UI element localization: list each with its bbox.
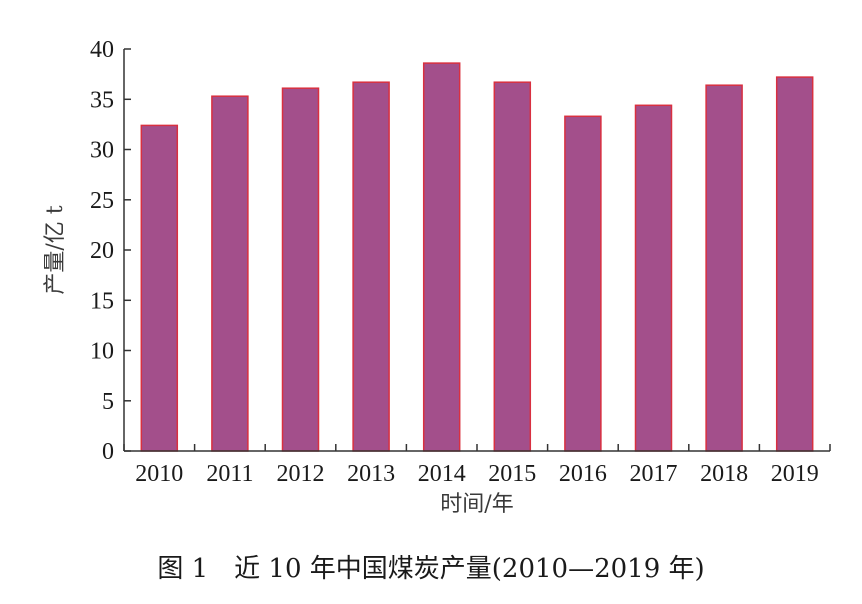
y-tick-label-10: 10 [90,339,114,365]
bar-2019 [775,76,814,452]
y-tick-label-0: 0 [102,439,114,465]
x-tick-label-2011: 2011 [206,461,253,487]
x-tick-label-2012: 2012 [277,461,325,487]
bar-2014 [422,62,461,452]
y-tick-label-15: 15 [90,288,114,314]
y-ticks: 0 5 10 15 20 25 30 35 40 [90,37,131,465]
x-tick-label-2013: 2013 [347,461,395,487]
y-tick-label-5: 5 [102,389,114,415]
bars [140,62,814,452]
y-tick-label-35: 35 [90,87,114,113]
y-axis-title: 产量/亿 t [43,205,68,294]
x-tick-label-2014: 2014 [418,461,466,487]
y-tick-label-20: 20 [90,238,114,264]
y-tick-label-30: 30 [90,138,114,164]
x-tick-label-2018: 2018 [700,461,748,487]
bar-2017 [634,104,673,452]
x-tick-label-2017: 2017 [630,461,678,487]
bar-2013 [352,81,390,452]
x-axis-title: 时间/年 [440,492,513,517]
bar-2016 [564,115,602,452]
y-tick-label-25: 25 [90,188,114,214]
y-tick-label-40: 40 [90,37,114,63]
x-ticks: 2010 2011 2012 2013 2014 2015 2016 2017 2018 2019 [123,444,831,487]
x-tick-label-2016: 2016 [559,461,607,487]
x-tick-label-2015: 2015 [488,461,536,487]
x-tick-label-2010: 2010 [135,461,183,487]
bar-2012 [281,87,320,452]
x-tick-label-2019: 2019 [771,461,819,487]
bar-2018 [705,84,743,452]
bar-2015 [493,81,532,452]
bar-2011 [211,95,249,452]
figure-caption: 图 1 近 10 年中国煤炭产量(2010—2019 年) [157,554,705,584]
bar-2010 [140,124,179,452]
